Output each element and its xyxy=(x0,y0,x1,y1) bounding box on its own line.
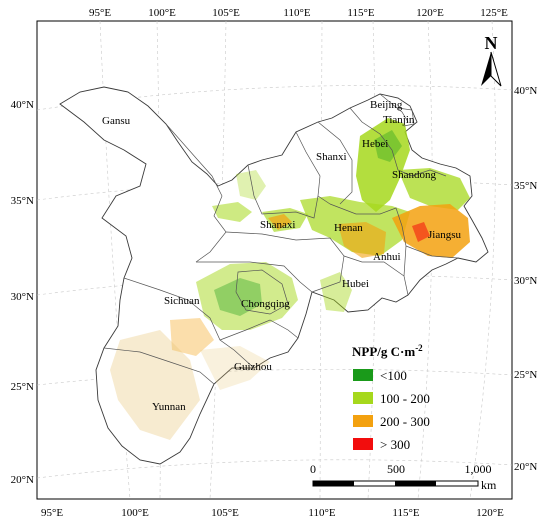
label-anhui: Anhui xyxy=(373,251,401,263)
lat-label: 25°N xyxy=(11,381,34,393)
label-jiangsu: Jiangsu xyxy=(428,229,462,241)
legend-swatch xyxy=(353,392,373,404)
map-frame xyxy=(36,20,513,500)
lon-label: 105°E xyxy=(212,7,240,19)
lat-label: 20°N xyxy=(514,461,537,473)
lon-label: 100°E xyxy=(121,507,149,519)
label-hubei: Hubei xyxy=(342,278,369,290)
lat-label: 30°N xyxy=(514,275,537,287)
label-chongqing: Chongqing xyxy=(241,298,290,310)
label-henan: Henan xyxy=(334,222,363,234)
label-shanaxi: Shanaxi xyxy=(260,219,295,231)
north-label: N xyxy=(485,33,498,53)
lat-label: 30°N xyxy=(11,291,34,303)
legend-label: > 300 xyxy=(380,437,410,452)
province-labels: Gansu Beijing Tianjin Hebei Shanxi Shand… xyxy=(102,99,462,413)
label-sichuan: Sichuan xyxy=(164,295,200,307)
lat-label: 40°N xyxy=(11,99,34,111)
scale-tick-label: 1,000 xyxy=(465,462,492,476)
lat-label: 25°N xyxy=(514,369,537,381)
label-yunnan: Yunnan xyxy=(152,401,186,413)
npp-raster xyxy=(110,118,470,440)
legend-label: 200 - 300 xyxy=(380,414,430,429)
scale-segment xyxy=(313,481,354,486)
longitude-labels-bottom: 95°E 100°E 105°E 110°E 115°E 120°E xyxy=(41,507,504,519)
latitude-labels-right: 20°N 25°N 30°N 35°N 40°N xyxy=(514,85,537,473)
legend-title-text: NPP/g C·m xyxy=(352,344,415,359)
label-shanxi: Shanxi xyxy=(316,151,347,163)
north-arrow-left-icon xyxy=(481,52,491,86)
scale-tick-label: 0 xyxy=(310,462,316,476)
lat-label: 35°N xyxy=(11,195,34,207)
north-arrow-right-icon xyxy=(490,51,502,87)
lon-label: 115°E xyxy=(347,7,374,19)
lat-label: 40°N xyxy=(514,85,537,97)
label-beijing: Beijing xyxy=(370,99,403,111)
lon-label: 125°E xyxy=(480,7,508,19)
label-shandong: Shandong xyxy=(392,169,437,181)
legend: NPP/g C·m-2 <100 100 - 200 200 - 300 > 3… xyxy=(352,343,430,452)
label-gansu: Gansu xyxy=(102,115,131,127)
label-tianjin: Tianjin xyxy=(383,114,415,126)
latitude-labels-left: 20°N 25°N 30°N 35°N 40°N xyxy=(11,99,34,486)
legend-title-sup: -2 xyxy=(415,343,423,353)
lat-label: 35°N xyxy=(514,180,537,192)
lon-label: 110°E xyxy=(283,7,310,19)
legend-label: <100 xyxy=(380,368,407,383)
scale-segment xyxy=(395,481,436,486)
label-guizhou: Guizhou xyxy=(234,361,272,373)
legend-label: 100 - 200 xyxy=(380,391,430,406)
lon-label: 115°E xyxy=(392,507,419,519)
lon-label: 120°E xyxy=(416,7,444,19)
longitude-labels-top: 95°E 100°E 105°E 110°E 115°E 120°E 125°E xyxy=(89,7,508,19)
legend-swatch xyxy=(353,438,373,450)
scale-tick-label: 500 xyxy=(387,462,405,476)
legend-swatch xyxy=(353,369,373,381)
province-boundaries xyxy=(103,93,459,385)
lon-label: 95°E xyxy=(89,7,111,19)
lat-label: 20°N xyxy=(11,474,34,486)
lon-label: 100°E xyxy=(148,7,176,19)
lon-label: 95°E xyxy=(41,507,63,519)
legend-swatch xyxy=(353,415,373,427)
scale-unit: km xyxy=(481,478,497,492)
lon-label: 105°E xyxy=(211,507,239,519)
lon-label: 110°E xyxy=(308,507,335,519)
north-arrow: N xyxy=(481,33,502,87)
lon-label: 120°E xyxy=(476,507,504,519)
scale-bar: 0 500 1,000 km xyxy=(310,462,497,492)
label-hebei: Hebei xyxy=(362,138,388,150)
legend-title: NPP/g C·m-2 xyxy=(352,343,423,359)
